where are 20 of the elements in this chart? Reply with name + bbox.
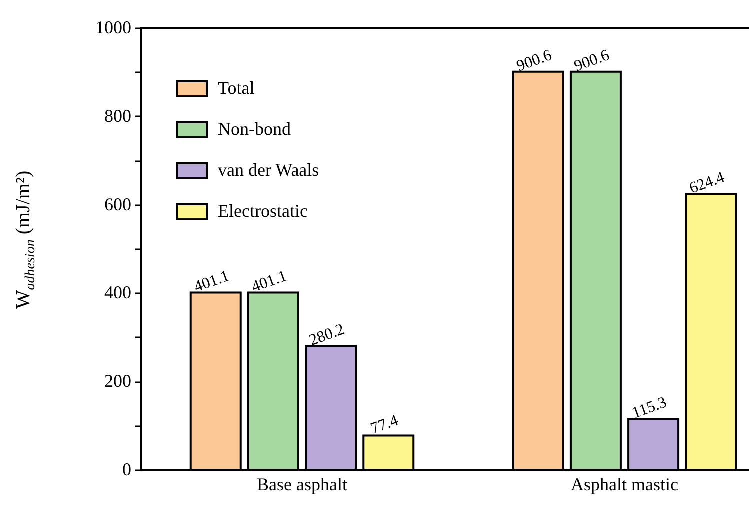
legend-label: Electrostatic: [218, 201, 308, 221]
data-label: 900.6: [514, 46, 554, 76]
x-tick-label: Asphalt mastic: [571, 474, 678, 494]
data-label: 401.1: [192, 268, 232, 296]
data-label: 401.1: [250, 268, 290, 296]
legend-label: Total: [218, 78, 255, 98]
y-tick-label: 1000: [96, 18, 132, 38]
legend-label: Non-bond: [218, 119, 291, 139]
x-tick-label: Base asphalt: [257, 474, 348, 494]
y-tick-label: 600: [104, 194, 132, 214]
data-label: 900.6: [572, 46, 612, 76]
data-label: 624.4: [687, 169, 728, 198]
data-label: 115.3: [630, 394, 670, 422]
y-tick-label: 0: [122, 460, 132, 480]
y-tick-label: 400: [104, 282, 132, 303]
data-label: 77.4: [368, 412, 401, 438]
legend-label: van der Waals: [218, 160, 320, 180]
y-tick-label: 200: [104, 371, 132, 392]
data-label: 280.2: [307, 321, 347, 350]
y-tick-label: 800: [104, 106, 132, 126]
